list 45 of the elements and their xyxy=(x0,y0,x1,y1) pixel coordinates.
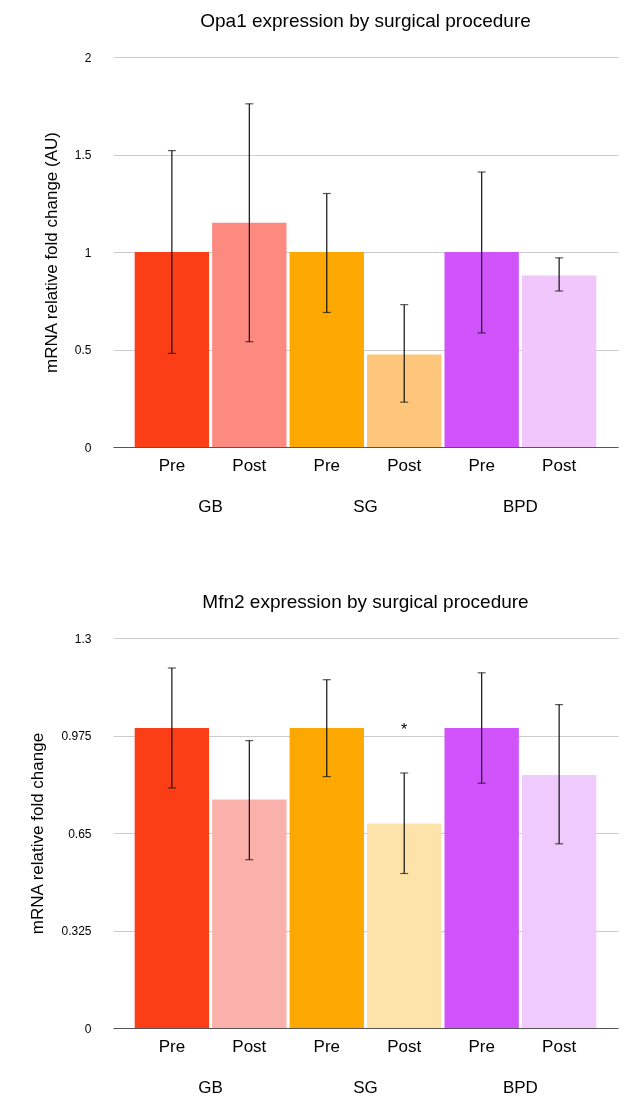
text: GB xyxy=(198,1078,223,1097)
bar xyxy=(444,728,519,1028)
y-tick-label: 1.5 xyxy=(74,148,92,162)
y-tick-label: 0 xyxy=(84,440,92,455)
x-tick-label: Post xyxy=(542,455,577,475)
y-tick-label: 2 xyxy=(84,50,92,65)
bar xyxy=(289,728,364,1028)
x-tick-label: Post xyxy=(387,455,422,475)
chart-title: Mfn2 expression by surgical procedure xyxy=(202,591,529,612)
bar xyxy=(367,823,442,1028)
x-tick-label: Pre xyxy=(313,1036,341,1056)
text: BPD xyxy=(502,497,538,516)
text: BPD xyxy=(502,1078,538,1097)
x-tick-label: Pre xyxy=(158,1036,186,1056)
x-tick-label: Post xyxy=(387,1036,422,1056)
bar xyxy=(212,799,287,1028)
bar xyxy=(134,252,210,447)
x-tick-label: Post xyxy=(542,1036,577,1056)
y-tick-label: 0.65 xyxy=(68,826,92,841)
y-tick-label: 0 xyxy=(84,1021,92,1036)
bar xyxy=(212,222,287,447)
x-tick-label: Post xyxy=(232,455,267,475)
x-tick-label: Pre xyxy=(313,455,341,475)
annotation: * xyxy=(401,720,408,738)
text: GB xyxy=(198,497,223,516)
x-tick-label: Pre xyxy=(468,1036,495,1056)
y-tick-label: 1 xyxy=(84,245,92,260)
y-tick-label: 0.5 xyxy=(74,343,92,357)
bar xyxy=(367,354,442,447)
text: SG xyxy=(353,1078,378,1097)
bar xyxy=(134,728,210,1028)
bar xyxy=(521,775,597,1028)
chart-title: Opa1 expression by surgical procedure xyxy=(200,10,531,31)
y-tick-label: 0.325 xyxy=(61,924,92,938)
x-tick-label: Pre xyxy=(158,455,186,475)
y-axis-title: mRNA relative fold change (AU) xyxy=(41,132,61,373)
text: SG xyxy=(353,497,378,516)
x-tick-label: Post xyxy=(232,1036,267,1056)
y-axis-title: mRNA relative fold change xyxy=(28,732,48,935)
bar xyxy=(444,252,519,447)
y-tick-label: 1.3 xyxy=(74,631,92,646)
bar xyxy=(289,252,364,447)
bar xyxy=(521,275,597,447)
y-tick-label: 0.975 xyxy=(61,729,92,743)
x-tick-label: Pre xyxy=(468,455,495,475)
